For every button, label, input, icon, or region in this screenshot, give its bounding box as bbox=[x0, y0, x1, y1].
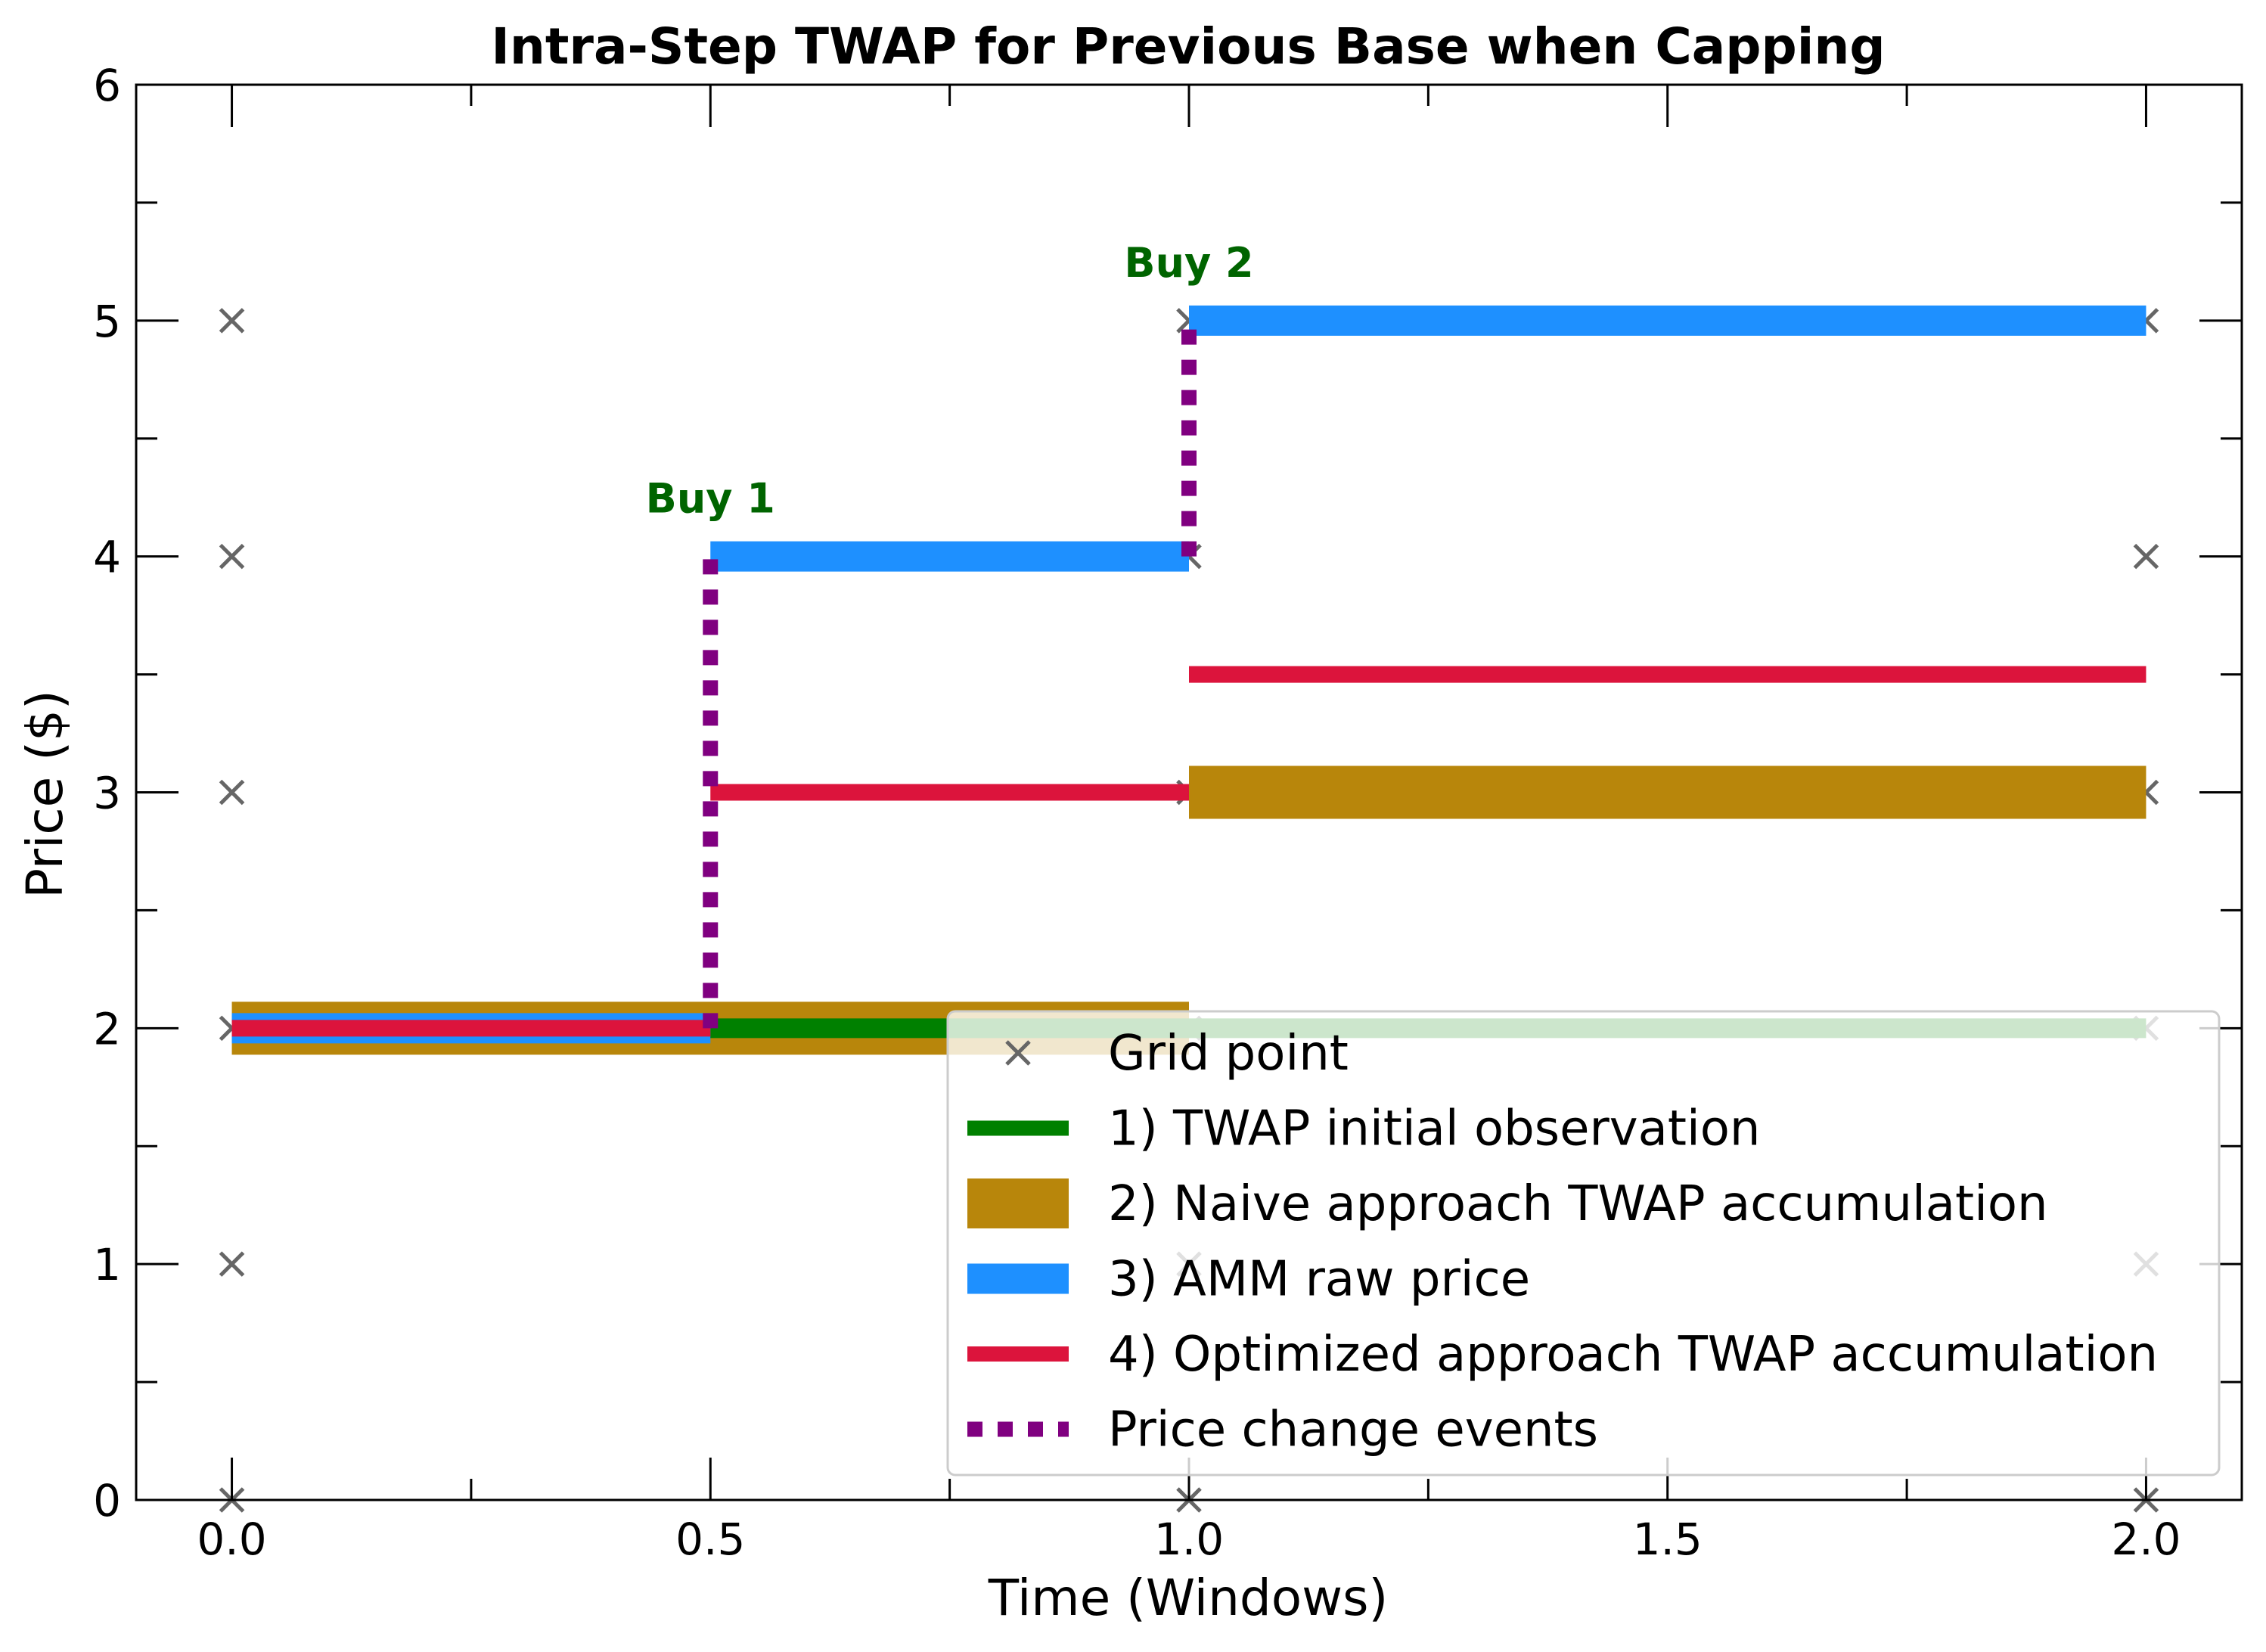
x-tick-label: 0.0 bbox=[197, 1514, 266, 1565]
legend-label: 4) Optimized approach TWAP accumulation bbox=[1108, 1327, 2158, 1383]
legend-label: Price change events bbox=[1108, 1402, 1598, 1458]
y-tick-label: 2 bbox=[93, 1003, 121, 1054]
legend-item: 1) TWAP initial observation bbox=[967, 1101, 1760, 1157]
legend: Grid point 1) TWAP initial observation 2) … bbox=[946, 1010, 2221, 1477]
grid-point-marker bbox=[219, 779, 245, 806]
y-tick-label: 5 bbox=[93, 296, 121, 347]
legend-label: Grid point bbox=[1108, 1026, 1349, 1082]
legend-item: 2) Naive approach TWAP accumulation bbox=[967, 1176, 2048, 1232]
x-tick-label: 1.0 bbox=[1154, 1514, 1224, 1565]
legend-label: 2) Naive approach TWAP accumulation bbox=[1108, 1176, 2048, 1232]
y-tick-label: 4 bbox=[93, 532, 121, 583]
axis-ticks: 0.0 0.5 1.0 1.5 2.0 0 1 2 3 4 5 6 bbox=[93, 60, 2242, 1565]
legend-item: Price change events bbox=[967, 1402, 1598, 1458]
x-axis-label: Time (Windows) bbox=[988, 1569, 1389, 1627]
chart-title: Intra-Step TWAP for Previous Base when C… bbox=[491, 17, 1885, 76]
grid-point-marker bbox=[2133, 543, 2159, 570]
y-tick-label: 0 bbox=[93, 1475, 121, 1526]
x-tick-label: 0.5 bbox=[675, 1514, 745, 1565]
legend-box bbox=[946, 1010, 2221, 1477]
grid-point-marker bbox=[219, 543, 245, 570]
legend-label: 3) AMM raw price bbox=[1108, 1252, 1530, 1308]
legend-item: 3) AMM raw price bbox=[967, 1252, 1530, 1308]
legend-item: 4) Optimized approach TWAP accumulation bbox=[967, 1327, 2158, 1383]
x-tick-label: 1.5 bbox=[1633, 1514, 1703, 1565]
y-tick-label: 1 bbox=[93, 1239, 121, 1290]
grid-point-marker bbox=[219, 1251, 245, 1277]
y-tick-label: 6 bbox=[93, 60, 121, 111]
x-tick-label: 2.0 bbox=[2111, 1514, 2181, 1565]
annotation-label: Buy 1 bbox=[646, 475, 775, 523]
y-tick-label: 3 bbox=[93, 768, 121, 819]
grid-point-marker bbox=[219, 308, 245, 334]
annotation-label: Buy 2 bbox=[1124, 239, 1253, 287]
annotations: Buy 1 Buy 2 bbox=[646, 239, 1254, 523]
legend-item: Grid point bbox=[1005, 1026, 1349, 1082]
y-axis-label: Price ($) bbox=[16, 690, 74, 898]
legend-label: 1) TWAP initial observation bbox=[1108, 1101, 1760, 1157]
